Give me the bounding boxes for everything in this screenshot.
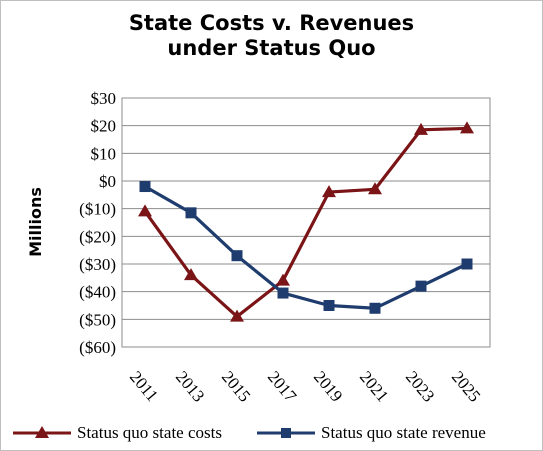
legend-item-costs: Status quo state costs: [11, 420, 222, 446]
legend-item-revenue: Status quo state revenue: [255, 420, 486, 446]
x-tick-label: 2013: [172, 367, 208, 405]
plot-area: [122, 98, 490, 347]
data-point-revenue: [140, 181, 151, 192]
y-tick-label: ($60): [79, 338, 116, 357]
y-tick-label: $30: [91, 89, 117, 108]
y-tick-label: ($20): [79, 227, 116, 246]
y-axis-ticks: $30 $20 $10 $0 ($10) ($20) ($30) ($40) ($50) ($60…: [79, 89, 116, 357]
legend-swatch-revenue: [255, 423, 317, 443]
data-point-revenue: [370, 303, 381, 314]
gridlines: [122, 98, 490, 347]
x-tick-label: 2023: [402, 367, 438, 405]
data-point-costs: [276, 274, 290, 286]
y-axis-label: Millions: [26, 187, 45, 257]
legend-label-costs: Status quo state costs: [77, 423, 222, 443]
legend-label-revenue: Status quo state revenue: [321, 423, 486, 443]
data-point-revenue: [232, 250, 243, 261]
x-tick-label: 2015: [218, 367, 254, 405]
data-point-costs: [138, 204, 152, 216]
y-tick-label: $10: [91, 144, 117, 163]
data-point-revenue: [462, 259, 473, 270]
x-tick-label: 2011: [126, 367, 162, 405]
x-axis-ticks: 2011 2013 2015 20172019 2021 2023 2025: [126, 367, 484, 406]
y-tick-label: ($50): [79, 310, 116, 329]
data-point-revenue: [186, 207, 197, 218]
y-tick-label: ($40): [79, 283, 116, 302]
data-point-revenue: [416, 281, 427, 292]
data-point-revenue: [324, 300, 335, 311]
x-tick-label: 2017: [264, 367, 301, 406]
y-tick-label: $20: [91, 117, 117, 136]
y-tick-label: ($10): [79, 200, 116, 219]
legend-swatch-costs: [11, 423, 73, 443]
y-tick-label: $0: [99, 172, 116, 191]
legend: Status quo state costs Status quo state …: [1, 420, 542, 446]
data-point-revenue: [278, 288, 289, 299]
y-tick-label: ($30): [79, 255, 116, 274]
x-tick-label: 2021: [356, 367, 392, 405]
x-tick-label: 2025: [448, 367, 484, 405]
x-tick-label: 2019: [310, 367, 346, 405]
